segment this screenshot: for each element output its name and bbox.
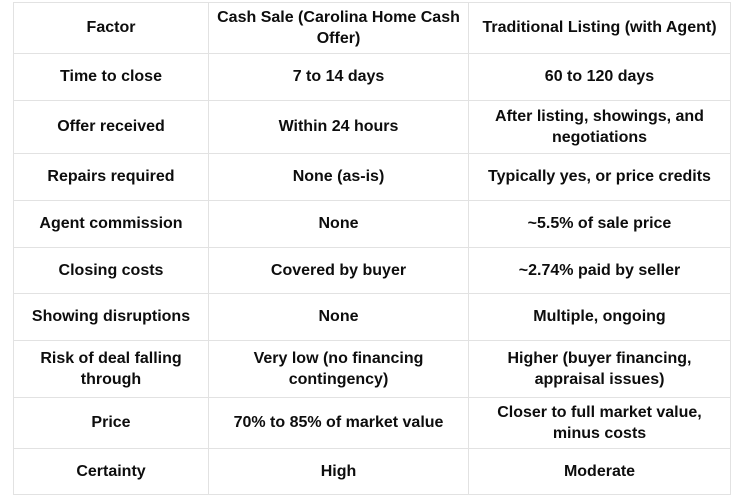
cell-cash-sale: Within 24 hours (208, 100, 469, 154)
cell-cash-sale: None (208, 200, 469, 248)
cell-traditional: 60 to 120 days (468, 53, 731, 101)
cell-factor: Repairs required (13, 153, 209, 201)
cell-traditional: Closer to full market value, minus costs (468, 397, 731, 449)
cell-traditional: Higher (buyer financing, appraisal issue… (468, 340, 731, 398)
cell-cash-sale: Covered by buyer (208, 247, 469, 294)
cell-factor: Closing costs (13, 247, 209, 294)
comparison-table: Factor Cash Sale (Carolina Home Cash Off… (13, 2, 731, 495)
cell-traditional: Multiple, ongoing (468, 293, 731, 341)
cell-cash-sale: High (208, 448, 469, 495)
table-body: Time to close 7 to 14 days 60 to 120 day… (13, 53, 731, 495)
table-row: Risk of deal falling through Very low (n… (13, 340, 731, 398)
table-row: Certainty High Moderate (13, 448, 731, 495)
table-row: Closing costs Covered by buyer ~2.74% pa… (13, 247, 731, 294)
table-row: Showing disruptions None Multiple, ongoi… (13, 293, 731, 341)
cell-factor: Certainty (13, 448, 209, 495)
cell-traditional: Moderate (468, 448, 731, 495)
cell-traditional: ~5.5% of sale price (468, 200, 731, 248)
cell-factor: Showing disruptions (13, 293, 209, 341)
column-header-cash-sale: Cash Sale (Carolina Home Cash Offer) (208, 2, 469, 54)
table-row: Repairs required None (as-is) Typically … (13, 153, 731, 201)
table-row: Offer received Within 24 hours After lis… (13, 100, 731, 154)
cell-factor: Offer received (13, 100, 209, 154)
table-row: Time to close 7 to 14 days 60 to 120 day… (13, 53, 731, 101)
cell-traditional: After listing, showings, and negotiation… (468, 100, 731, 154)
cell-factor: Agent commission (13, 200, 209, 248)
column-header-traditional-listing: Traditional Listing (with Agent) (468, 2, 731, 54)
cell-cash-sale: Very low (no financing contingency) (208, 340, 469, 398)
cell-traditional: Typically yes, or price credits (468, 153, 731, 201)
cell-cash-sale: 7 to 14 days (208, 53, 469, 101)
cell-factor: Price (13, 397, 209, 449)
cell-factor: Time to close (13, 53, 209, 101)
cell-factor: Risk of deal falling through (13, 340, 209, 398)
header-row: Factor Cash Sale (Carolina Home Cash Off… (13, 2, 731, 54)
table-row: Agent commission None ~5.5% of sale pric… (13, 200, 731, 248)
cell-cash-sale: 70% to 85% of market value (208, 397, 469, 449)
column-header-factor: Factor (13, 2, 209, 54)
cell-traditional: ~2.74% paid by seller (468, 247, 731, 294)
table-row: Price 70% to 85% of market value Closer … (13, 397, 731, 449)
cell-cash-sale: None (208, 293, 469, 341)
cell-cash-sale: None (as-is) (208, 153, 469, 201)
table-header: Factor Cash Sale (Carolina Home Cash Off… (13, 2, 731, 54)
